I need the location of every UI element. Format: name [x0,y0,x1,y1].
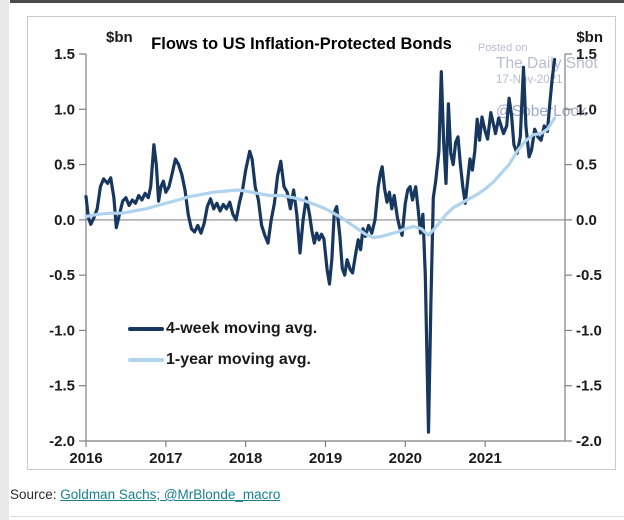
y-tick-label-right: 0.5 [576,157,597,174]
series-1-year-line [84,116,557,240]
legend-swatch-4-week [128,326,164,331]
y-tick-label-right: 0.0 [576,212,597,229]
y-axis-unit-left: $bn [106,29,133,46]
x-tick-label: 2018 [229,450,262,467]
watermark-posted-on: Posted on [478,42,528,54]
y-tick-label-right: -1.0 [576,322,602,339]
y-tick-label-right: -0.5 [576,267,602,284]
y-tick-label-left: -2.0 [49,433,75,450]
top-divider-line [10,0,624,3]
legend-label-4-week: 4-week moving avg. [166,319,318,337]
y-axis-unit-right: $bn [576,29,603,46]
source-link[interactable]: Goldman Sachs; @MrBlonde_macro [60,487,281,502]
legend-label-1-year: 1-year moving avg. [166,350,311,368]
x-tick-label: 2020 [389,450,422,467]
y-tick-label-right: 1.0 [576,101,597,118]
watermark-date: 17-Nov-2021 [496,74,563,86]
legend-swatch-1-year [128,357,164,362]
source-row: Source: Goldman Sachs; @MrBlonde_macro [10,487,280,502]
x-tick-label: 2019 [309,450,342,467]
series-4-week-line [84,57,557,434]
watermark-handle: @SoberLook [496,103,587,120]
y-tick-label-right: 1.5 [576,46,597,63]
legend-item-1-year: 1-year moving avg. [128,344,317,375]
chart-legend: 4-week moving avg. 1-year moving avg. [128,313,317,375]
x-tick-label: 2017 [149,450,182,467]
bottom-divider-line [10,516,624,517]
y-tick-label-right: -1.5 [576,378,602,395]
legend-item-4-week: 4-week moving avg. [128,313,317,344]
y-tick-label-left: -1.0 [49,322,75,339]
y-tick-label-left: 1.0 [54,101,75,118]
chart-title: Flows to US Inflation-Protected Bonds [151,35,452,53]
y-tick-label-left: -1.5 [49,378,75,395]
x-tick-label: 2016 [69,450,102,467]
chart-panel: Flows to US Inflation-Protected Bonds $b… [27,16,616,470]
source-label: Source: [10,487,57,502]
x-tick-label: 2021 [468,450,501,467]
y-tick-label-right: -2.0 [576,433,602,450]
y-tick-label-left: 0.5 [54,157,75,174]
watermark-site-name: The Daily Shot [496,55,598,72]
y-tick-label-left: -0.5 [49,267,75,284]
page-left-gutter [0,0,9,520]
y-tick-label-left: 0.0 [54,212,75,229]
y-tick-label-left: 1.5 [54,46,75,63]
plot-svg: 1.5 1.5 1.0 1.0 0.5 0.5 0.0 0.0 -0.5 -0.5 -1.0 -1.0… [49,46,602,467]
